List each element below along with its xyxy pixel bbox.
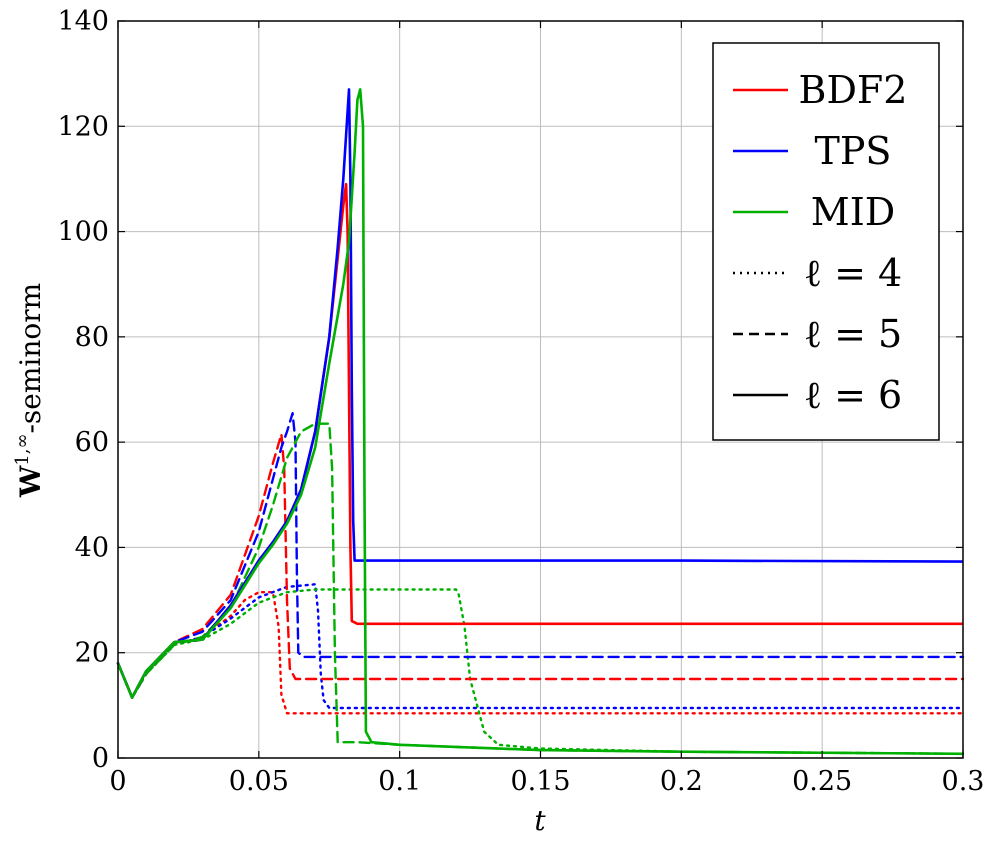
x-tick-label: 0.1 [378, 766, 421, 797]
y-tick-label: 120 [57, 111, 109, 142]
y-tick-label: 20 [75, 638, 109, 669]
legend-label: BDF2 [799, 68, 908, 112]
y-tick-label: 100 [57, 217, 109, 248]
y-tick-label: 60 [75, 427, 109, 458]
legend-label: ℓ = 5 [804, 312, 902, 356]
axis-ticks: 0 0.05 0.1 0.15 0.2 0.25 0.3 0 20 40 60 80 100 120 140 [57, 6, 984, 797]
x-tick-label: 0 [109, 766, 126, 797]
y-tick-label: 80 [75, 322, 109, 353]
series-layer [116, 88, 965, 756]
y-axis-title: W1,∞-seminorm [12, 283, 47, 498]
x-tick-label: 0.25 [792, 766, 852, 797]
x-tick-label: 0.3 [942, 766, 985, 797]
x-axis-title: t [534, 804, 546, 837]
legend-label: ℓ = 4 [804, 251, 902, 295]
x-tick-label: 0.05 [229, 766, 289, 797]
x-tick-label: 0.2 [660, 766, 703, 797]
series-line-bdf2-l5 [116, 433, 965, 699]
legend: BDF2 TPS MID ℓ = 4 ℓ = 5 ℓ = 6 [712, 42, 940, 441]
y-tick-label: 0 [92, 743, 109, 774]
legend-label: ℓ = 6 [804, 373, 902, 417]
series-line-mid-l4 [116, 588, 965, 755]
legend-label: MID [811, 190, 895, 234]
series-line-mid-l6 [116, 88, 964, 756]
y-tick-label: 140 [57, 6, 109, 37]
legend-box [712, 42, 940, 441]
legend-label: TPS [815, 129, 892, 173]
y-tick-label: 40 [75, 532, 109, 563]
x-tick-label: 0.15 [510, 766, 570, 797]
